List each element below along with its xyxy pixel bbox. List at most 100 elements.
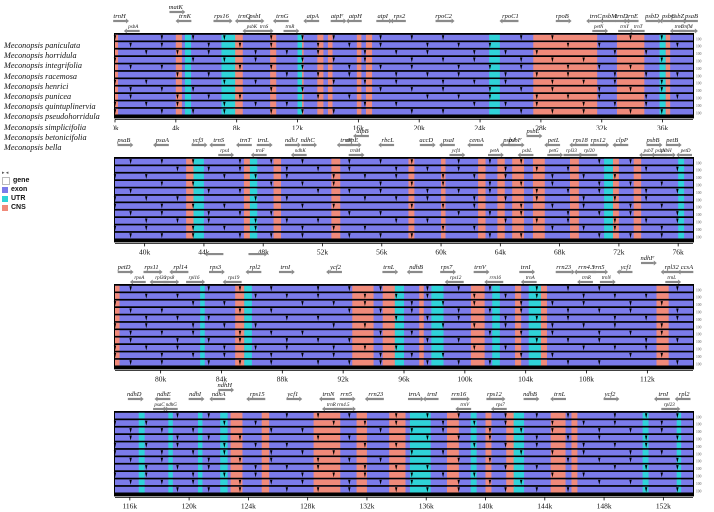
gene-arrowhead	[229, 18, 233, 24]
gene-arrowhead	[204, 253, 208, 257]
cns-block	[115, 101, 119, 108]
utr-block	[528, 330, 541, 337]
gene-label: psbH	[660, 149, 672, 154]
variation-mark	[551, 35, 554, 41]
variation-mark	[394, 487, 398, 493]
variation-mark	[473, 79, 476, 85]
variation-mark	[223, 442, 226, 448]
gene-arrowhead	[659, 142, 663, 148]
variation-mark	[316, 465, 320, 470]
cns-block	[533, 108, 598, 115]
variation-mark	[441, 35, 445, 41]
cns-block	[497, 181, 505, 187]
utr-block	[394, 345, 404, 351]
cns-block	[470, 322, 485, 329]
gene-arrowhead	[204, 142, 208, 148]
gene-arrowhead	[678, 142, 682, 148]
variation-mark	[535, 188, 538, 194]
cns-block	[317, 86, 324, 93]
cns-block	[115, 71, 119, 78]
utr-block	[138, 427, 145, 434]
variation-mark	[113, 301, 117, 306]
variation-mark	[301, 64, 304, 70]
species-label: Meconopsis henrici	[4, 81, 69, 91]
utr-block	[138, 412, 145, 419]
utr-block	[642, 479, 649, 486]
cns-block	[356, 101, 362, 108]
variation-mark	[379, 42, 382, 48]
utr-block	[409, 472, 431, 478]
cns-block	[365, 42, 373, 49]
cns-block	[512, 166, 525, 173]
variation-mark	[473, 442, 476, 448]
variation-mark	[332, 323, 335, 329]
cns-block	[616, 42, 645, 49]
cns-block	[569, 203, 579, 210]
cns-block	[612, 203, 619, 210]
gene-arrowhead	[140, 396, 144, 402]
variation-mark	[410, 181, 414, 187]
gene-arrowhead	[444, 279, 448, 285]
variation-mark	[270, 109, 273, 115]
row-scale-label: 100	[696, 169, 702, 173]
gene-label: atpI	[377, 13, 388, 20]
variation-mark	[551, 87, 554, 92]
gene-label: rps19	[228, 276, 240, 281]
variation-mark	[254, 472, 257, 478]
variation-mark	[160, 360, 164, 366]
cns-block	[235, 322, 245, 329]
row-scale-label: 100	[696, 60, 702, 64]
row-scale-label: 100	[696, 438, 702, 442]
cns-block	[497, 203, 505, 210]
gene-arrowhead	[161, 406, 165, 412]
variation-mark	[473, 196, 476, 202]
utr-block	[528, 337, 541, 344]
cns-block	[186, 188, 194, 195]
variation-mark	[223, 450, 226, 456]
cns-block	[470, 352, 485, 359]
variation-mark	[488, 457, 492, 463]
variation-mark	[644, 345, 648, 351]
cns-block	[175, 42, 182, 49]
variation-mark	[254, 225, 257, 231]
cns-block	[532, 166, 545, 173]
variation-mark	[363, 196, 367, 202]
legend-item-gene: gene	[2, 176, 29, 185]
cns-block	[365, 86, 373, 93]
variation-mark	[473, 101, 476, 107]
variation-mark	[426, 293, 429, 299]
variation-mark	[332, 203, 335, 209]
utr-block	[184, 108, 192, 115]
cns-block	[571, 486, 578, 493]
utr-block	[168, 464, 173, 471]
cns-block	[612, 188, 619, 195]
utr-block	[297, 71, 303, 78]
variation-mark	[660, 181, 663, 187]
variation-mark	[598, 94, 601, 100]
variation-mark	[223, 420, 226, 426]
gene-label: psbM	[601, 13, 617, 20]
cns-block	[515, 322, 522, 329]
variation-mark	[598, 159, 601, 165]
gene-label: ndhB	[523, 391, 537, 398]
gene-label: petD	[117, 264, 131, 271]
variation-mark	[379, 330, 382, 336]
cns-block	[515, 330, 522, 337]
variation-mark	[129, 94, 132, 100]
variation-mark	[504, 323, 507, 329]
cns-block	[446, 412, 459, 419]
row-scale-label: 100	[696, 82, 702, 86]
variation-mark	[316, 50, 320, 55]
cns-block	[382, 352, 395, 359]
utr-block	[394, 293, 404, 300]
cns-block	[233, 34, 243, 41]
row-scale-label: 100	[696, 52, 702, 56]
row-scale-label: 100	[696, 89, 702, 93]
cns-block	[656, 345, 669, 351]
variation-mark	[129, 308, 132, 314]
row-scale-label: 100	[696, 311, 702, 315]
cns-block	[533, 49, 598, 56]
variation-mark	[207, 413, 210, 419]
variation-mark	[160, 35, 164, 41]
gene-arrowhead	[291, 269, 295, 275]
